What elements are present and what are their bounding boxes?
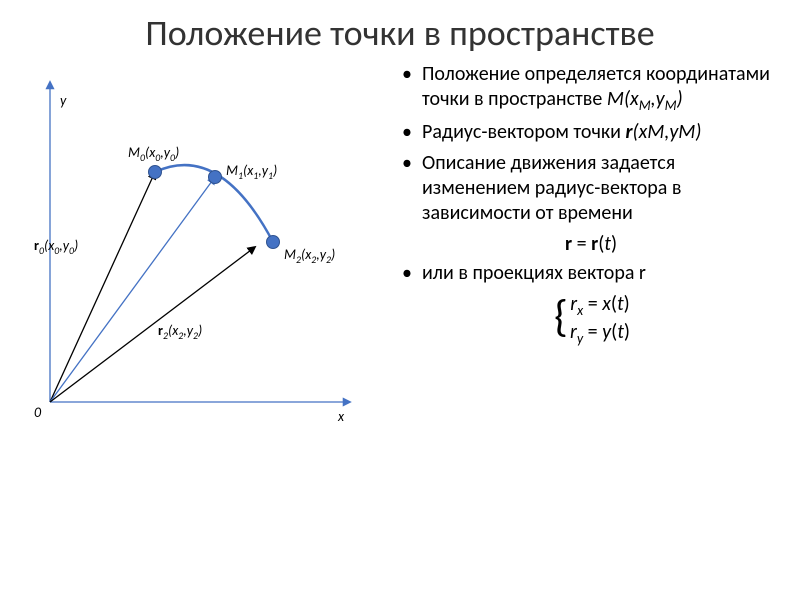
bullet-4-text: или в проекциях вектора r xyxy=(422,261,646,285)
bullet-1-text: Положение определяется координатами точк… xyxy=(422,62,770,111)
content-area: y x 0 M0(x0,y0) M1(x1,y1) M2(x2,y2) r0(x… xyxy=(0,62,800,432)
label-r0: r0(x0,y0) xyxy=(34,237,78,257)
bullet-2-formula: r(xM,yM) xyxy=(625,120,701,144)
bullet-2: Радиус-вектором точки r(xM,yM) xyxy=(402,120,780,145)
bullet-list: Положение определяется координатами точк… xyxy=(380,62,780,432)
page-title: Положение точки в пространстве xyxy=(0,0,800,62)
vector-r0 xyxy=(50,172,155,402)
bullet-1-formula: M(xM,yM) xyxy=(607,87,683,111)
y-axis-label: y xyxy=(60,92,66,109)
bullet-1: Положение определяется координатами точк… xyxy=(402,62,780,115)
point-m0 xyxy=(149,165,162,178)
formula-projections: { rx = x(t) ry = y(t) xyxy=(402,292,780,347)
bullet-3: Описание движения задается изменением ра… xyxy=(402,151,780,226)
label-m0: M0(x0,y0) xyxy=(128,144,179,164)
x-axis-label: x xyxy=(338,408,344,425)
vector-r1 xyxy=(50,177,215,402)
bullet-2-text: Радиус-вектором точки xyxy=(422,120,625,144)
formula-rt: r = r(t) xyxy=(402,232,780,257)
label-m2: M2(x2,y2) xyxy=(284,246,335,266)
origin-label: 0 xyxy=(34,404,41,421)
bullet-3-text: Описание движения задается изменением ра… xyxy=(422,151,681,225)
bullet-4: или в проекциях вектора r xyxy=(402,261,780,286)
label-m1: M1(x1,y1) xyxy=(226,162,277,182)
coordinate-diagram: y x 0 M0(x0,y0) M1(x1,y1) M2(x2,y2) r0(x… xyxy=(20,62,380,432)
vector-r2 xyxy=(50,247,255,402)
point-m2 xyxy=(267,235,280,248)
label-r2: r2(x2,y2) xyxy=(158,322,202,342)
point-m1 xyxy=(209,170,222,183)
